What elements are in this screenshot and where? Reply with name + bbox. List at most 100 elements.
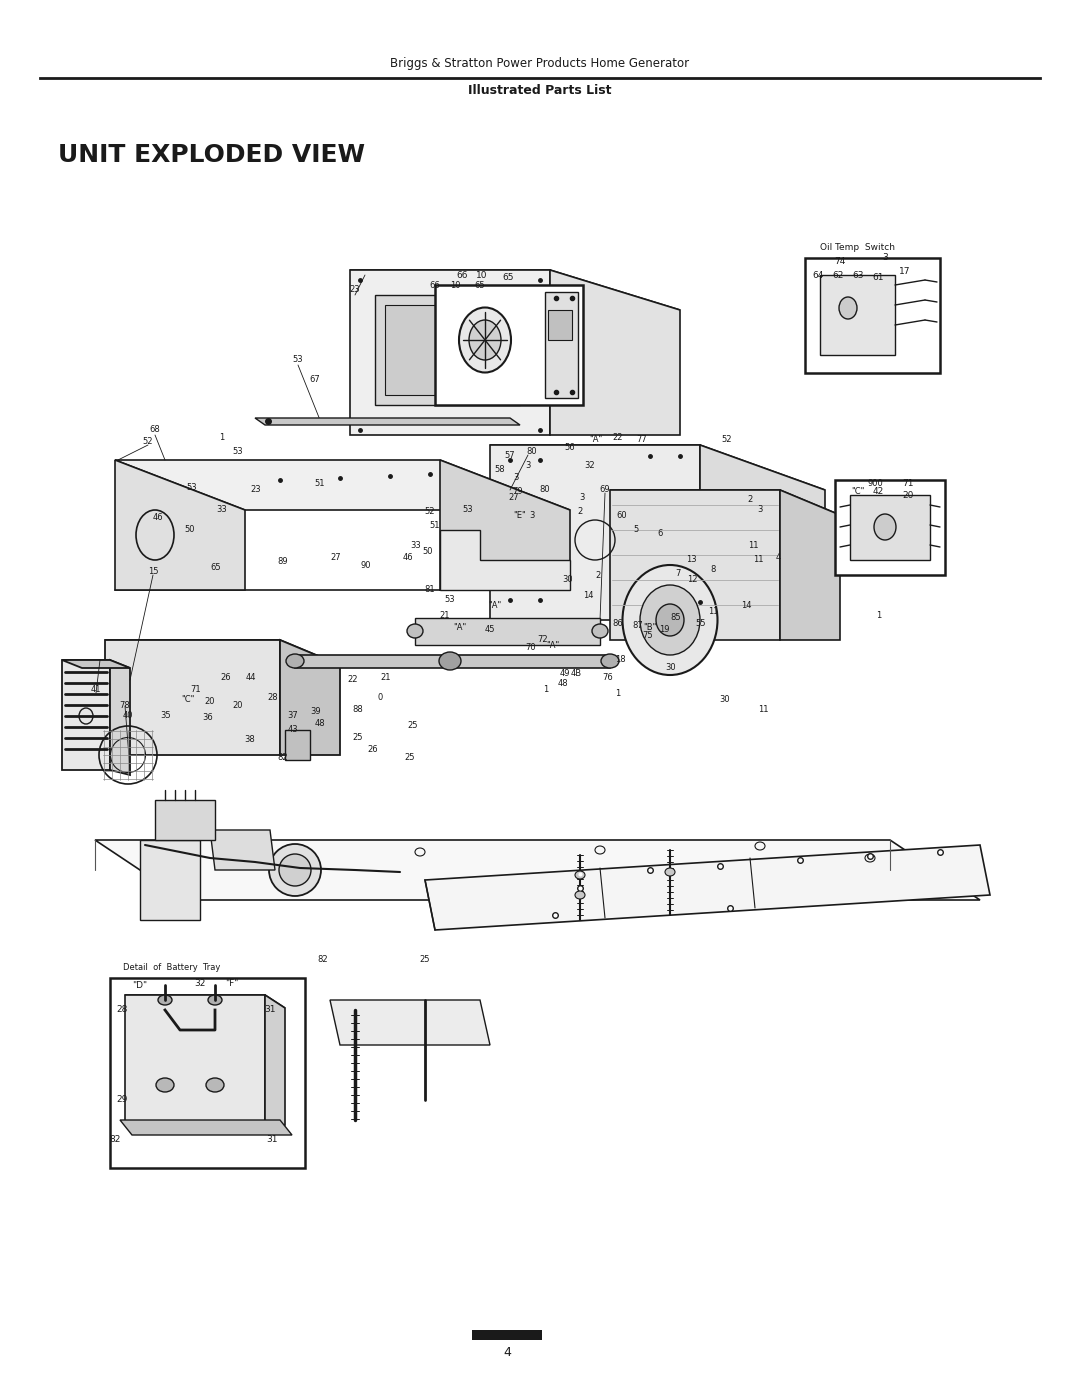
Text: 2: 2 bbox=[595, 571, 600, 581]
Text: 4: 4 bbox=[503, 1345, 511, 1358]
Text: 1: 1 bbox=[219, 433, 225, 443]
Text: 33: 33 bbox=[217, 506, 228, 514]
Ellipse shape bbox=[459, 307, 511, 373]
Polygon shape bbox=[120, 1120, 292, 1134]
Polygon shape bbox=[110, 659, 130, 775]
Text: 20: 20 bbox=[902, 490, 914, 500]
Text: 87: 87 bbox=[633, 622, 644, 630]
Text: 28: 28 bbox=[268, 693, 279, 703]
Text: 86: 86 bbox=[612, 619, 623, 629]
Text: 46: 46 bbox=[403, 553, 414, 563]
Text: 30: 30 bbox=[719, 696, 730, 704]
Text: 1: 1 bbox=[543, 686, 549, 694]
Text: 55: 55 bbox=[696, 619, 706, 629]
Ellipse shape bbox=[600, 654, 619, 668]
Text: 53: 53 bbox=[445, 595, 456, 605]
Text: 3: 3 bbox=[513, 472, 518, 482]
Text: 11: 11 bbox=[747, 541, 758, 549]
Text: 67: 67 bbox=[310, 376, 321, 384]
Text: "A": "A" bbox=[454, 623, 467, 633]
Bar bbox=[835, 481, 945, 576]
Text: "D": "D" bbox=[133, 981, 148, 989]
Text: 15: 15 bbox=[148, 567, 159, 577]
Text: 14: 14 bbox=[583, 591, 593, 601]
Text: 22: 22 bbox=[348, 676, 359, 685]
Text: "A": "A" bbox=[488, 601, 501, 609]
Ellipse shape bbox=[208, 995, 222, 1004]
Text: UNIT EXPLODED VIEW: UNIT EXPLODED VIEW bbox=[58, 142, 365, 168]
Text: 53: 53 bbox=[187, 483, 198, 493]
Text: 0: 0 bbox=[377, 693, 382, 703]
Text: 20: 20 bbox=[233, 701, 243, 711]
Text: 21: 21 bbox=[440, 610, 450, 619]
Ellipse shape bbox=[286, 654, 303, 668]
Text: 65: 65 bbox=[211, 563, 221, 573]
Text: 25: 25 bbox=[408, 721, 418, 731]
Text: 3: 3 bbox=[529, 510, 535, 520]
Polygon shape bbox=[440, 460, 570, 590]
Text: 6: 6 bbox=[658, 529, 663, 538]
Text: 77: 77 bbox=[636, 436, 647, 444]
Text: 17: 17 bbox=[900, 267, 910, 277]
Polygon shape bbox=[610, 490, 780, 640]
Text: 65: 65 bbox=[502, 274, 514, 282]
Text: Briggs & Stratton Power Products Home Generator: Briggs & Stratton Power Products Home Ge… bbox=[391, 56, 689, 70]
Text: "A": "A" bbox=[546, 640, 559, 650]
Text: 3: 3 bbox=[525, 461, 530, 469]
Ellipse shape bbox=[407, 624, 423, 638]
Text: 25: 25 bbox=[405, 753, 415, 763]
Text: 22: 22 bbox=[612, 433, 623, 443]
Polygon shape bbox=[285, 731, 310, 760]
Text: 70: 70 bbox=[526, 644, 537, 652]
Text: 88: 88 bbox=[353, 705, 363, 714]
Text: 53: 53 bbox=[462, 506, 473, 514]
Text: 68: 68 bbox=[150, 426, 160, 434]
Text: 29: 29 bbox=[117, 1095, 127, 1105]
Text: 64: 64 bbox=[812, 271, 824, 279]
Text: 53: 53 bbox=[232, 447, 243, 457]
Polygon shape bbox=[440, 529, 570, 590]
Text: 2: 2 bbox=[747, 496, 753, 504]
Polygon shape bbox=[426, 845, 990, 930]
Ellipse shape bbox=[622, 564, 717, 675]
Polygon shape bbox=[62, 659, 130, 668]
Text: 63: 63 bbox=[852, 271, 864, 279]
Text: 61: 61 bbox=[873, 274, 883, 282]
Ellipse shape bbox=[874, 514, 896, 541]
Text: 11: 11 bbox=[758, 705, 768, 714]
Text: 74: 74 bbox=[835, 257, 846, 267]
Polygon shape bbox=[700, 446, 825, 620]
Text: 46: 46 bbox=[152, 513, 163, 521]
Text: 78: 78 bbox=[120, 701, 131, 711]
Text: 39: 39 bbox=[311, 707, 322, 717]
Polygon shape bbox=[415, 617, 600, 645]
Text: 52: 52 bbox=[143, 437, 153, 447]
Polygon shape bbox=[255, 418, 519, 425]
Text: 8: 8 bbox=[711, 566, 716, 574]
Polygon shape bbox=[610, 490, 840, 515]
Bar bbox=[384, 305, 510, 395]
Text: "C": "C" bbox=[181, 696, 194, 704]
Text: 51: 51 bbox=[314, 479, 325, 489]
Text: 11: 11 bbox=[707, 608, 718, 616]
Text: 72: 72 bbox=[538, 636, 549, 644]
Text: 90: 90 bbox=[361, 560, 372, 570]
Text: 3: 3 bbox=[757, 506, 762, 514]
Text: 23: 23 bbox=[251, 486, 261, 495]
Polygon shape bbox=[125, 995, 265, 1125]
Polygon shape bbox=[125, 995, 285, 1009]
Polygon shape bbox=[350, 270, 680, 310]
Text: 65: 65 bbox=[475, 281, 485, 289]
Polygon shape bbox=[330, 1000, 490, 1045]
Text: 1: 1 bbox=[876, 612, 881, 620]
Text: 27: 27 bbox=[330, 553, 341, 563]
Polygon shape bbox=[545, 292, 578, 398]
Text: "A": "A" bbox=[590, 436, 603, 444]
Text: 19: 19 bbox=[659, 626, 670, 634]
Text: 50: 50 bbox=[185, 525, 195, 535]
Text: 20: 20 bbox=[205, 697, 215, 707]
Text: 62: 62 bbox=[833, 271, 843, 279]
Text: 57: 57 bbox=[504, 450, 515, 460]
Text: 31: 31 bbox=[267, 1136, 278, 1144]
Polygon shape bbox=[105, 640, 280, 754]
